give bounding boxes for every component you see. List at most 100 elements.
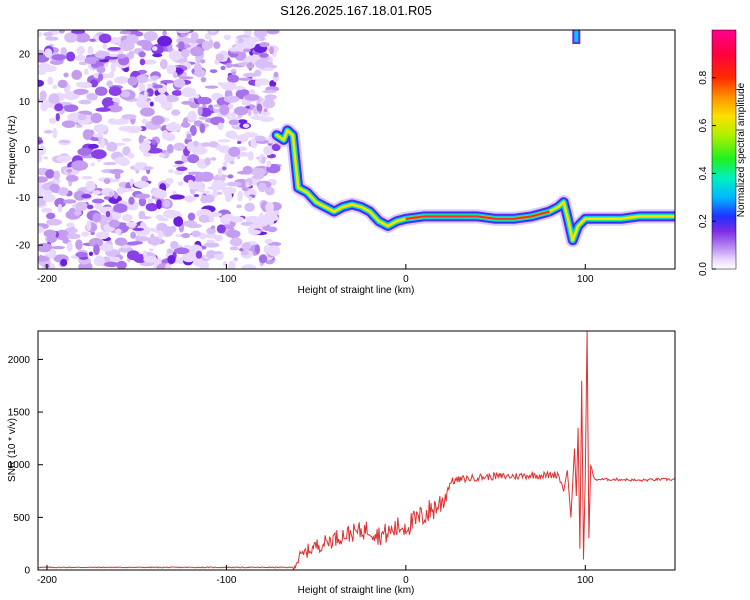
- spectrogram-y-ticks: -20 -10 0 10 20: [16, 49, 43, 252]
- snr-series-line: [38, 331, 675, 570]
- noise-blob: [193, 140, 199, 147]
- noise-blob: [214, 59, 220, 65]
- noise-blob: [113, 203, 128, 213]
- snr-y-tick-label: 500: [13, 513, 30, 524]
- noise-blob: [159, 59, 168, 70]
- noise-blob: [246, 36, 261, 43]
- noise-blob: [73, 190, 86, 201]
- noise-blob: [204, 85, 219, 89]
- noise-blob: [48, 93, 60, 104]
- noise-blob: [96, 65, 106, 74]
- noise-blob: [92, 212, 102, 223]
- noise-blob: [105, 210, 111, 218]
- noise-blob: [164, 151, 170, 159]
- noise-blob: [86, 92, 98, 101]
- noise-blob: [102, 43, 107, 50]
- noise-blob: [63, 72, 69, 78]
- noise-blob: [94, 86, 108, 97]
- noise-blob: [49, 59, 64, 65]
- noise-blob: [52, 127, 58, 139]
- noise-blob: [222, 161, 228, 167]
- noise-blob: [140, 221, 146, 229]
- noise-blob: [195, 250, 203, 259]
- noise-blob: [75, 54, 86, 62]
- noise-blob: [210, 157, 217, 161]
- snr-x-tick-label: -100: [216, 575, 236, 586]
- noise-blob: [227, 74, 240, 83]
- noise-blob: [104, 261, 119, 268]
- noise-blob: [82, 129, 93, 141]
- noise-blob: [157, 217, 169, 222]
- noise-blob: [39, 90, 47, 101]
- noise-blob: [147, 198, 154, 204]
- noise-blob: [251, 175, 264, 180]
- noise-blob: [256, 103, 263, 112]
- noise-blob: [177, 41, 185, 51]
- noise-blob: [108, 191, 114, 198]
- noise-blob: [157, 230, 163, 240]
- noise-blob: [219, 104, 230, 116]
- noise-blob: [95, 107, 111, 112]
- noise-blob: [41, 207, 53, 213]
- noise-blob: [152, 53, 163, 58]
- noise-blob: [149, 101, 154, 107]
- noise-blob: [38, 62, 51, 70]
- noise-blob: [194, 181, 205, 186]
- noise-blob: [229, 134, 240, 140]
- noise-blob: [55, 229, 69, 241]
- noise-blob: [251, 222, 268, 227]
- noise-blob: [181, 48, 190, 58]
- noise-blob: [271, 143, 281, 152]
- noise-blob: [186, 133, 192, 141]
- noise-blob: [203, 242, 220, 248]
- colorbar-tick-label: 0.2: [698, 214, 709, 228]
- noise-blob: [201, 142, 211, 147]
- noise-blob: [157, 35, 173, 47]
- noise-blob: [167, 255, 176, 264]
- noise-blob: [51, 245, 65, 250]
- snr-y-ticks: 0 500 1000 1500 2000: [8, 355, 43, 577]
- noise-blob: [43, 193, 56, 203]
- noise-blob: [151, 139, 157, 145]
- noise-blob: [242, 132, 258, 138]
- noise-blob: [244, 202, 255, 212]
- noise-blob: [238, 151, 249, 157]
- noise-blob: [38, 182, 43, 188]
- noise-blob: [112, 118, 127, 125]
- noise-blob: [143, 31, 158, 42]
- noise-blob: [187, 171, 203, 175]
- noise-blob: [66, 51, 76, 62]
- noise-blob: [113, 76, 130, 84]
- noise-blob: [254, 135, 266, 142]
- noise-blob: [126, 125, 143, 132]
- noise-blob: [200, 59, 206, 64]
- noise-blob: [269, 79, 277, 88]
- snr-y-tick-label: 1500: [8, 408, 31, 419]
- noise-blob: [233, 106, 249, 116]
- noise-blob: [151, 115, 165, 125]
- noise-blob: [257, 187, 272, 191]
- noise-blob: [121, 114, 137, 120]
- noise-blob: [126, 33, 139, 45]
- noise-blob: [100, 137, 105, 149]
- noise-blob: [138, 51, 146, 58]
- noise-blob: [193, 93, 200, 99]
- noise-blob: [218, 145, 231, 153]
- noise-blob: [156, 199, 163, 210]
- noise-blob: [45, 36, 59, 41]
- noise-blob: [93, 244, 100, 256]
- noise-blob: [60, 47, 68, 57]
- noise-blob: [42, 156, 49, 160]
- noise-blob: [99, 243, 114, 252]
- noise-blob: [266, 245, 281, 257]
- colorbar: 0.0 0.2 0.4 0.6 0.8 Normalized spectral ampl…: [698, 29, 747, 276]
- noise-blob: [52, 84, 58, 90]
- noise-blob: [248, 229, 261, 235]
- noise-blob: [265, 201, 275, 213]
- signal-track-core: [405, 210, 550, 220]
- spectrogram-y-tick-label: 0: [24, 145, 30, 156]
- noise-blob: [217, 139, 231, 143]
- noise-blob: [182, 220, 197, 227]
